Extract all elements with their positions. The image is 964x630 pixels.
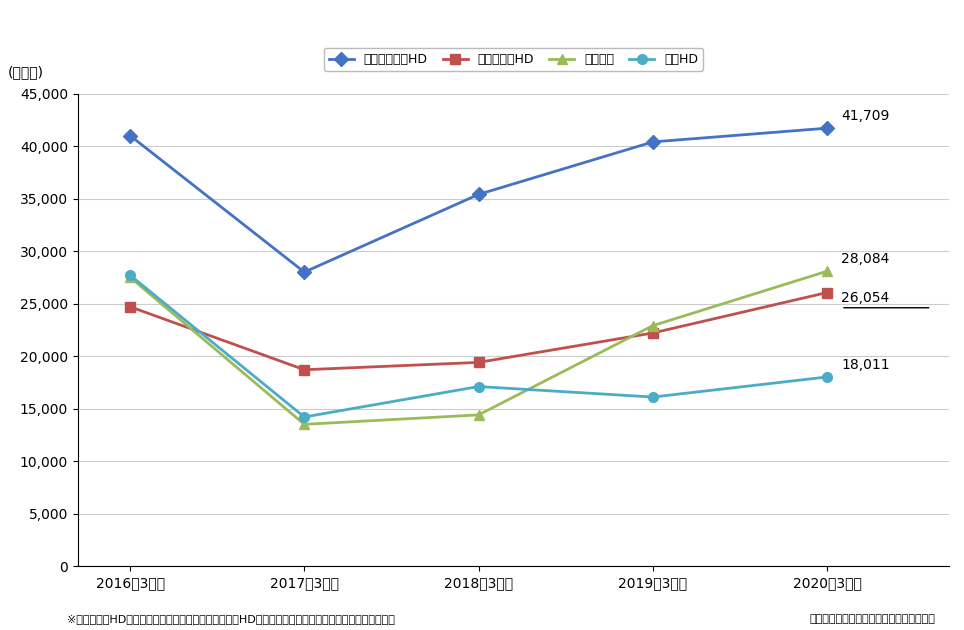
Text: 28,084: 28,084 [841, 252, 890, 266]
Text: 26,054: 26,054 [841, 291, 889, 305]
Text: 18,011: 18,011 [841, 358, 890, 372]
Text: ※メディパルHDは「メディパル事業」、アルフレッサHDは「医療用医薬品等卸売事業」の数値となる。: ※メディパルHDは「メディパル事業」、アルフレッサHDは「医療用医薬品等卸売事業… [67, 614, 395, 624]
Text: 41,709: 41,709 [841, 109, 890, 123]
Legend: アルフレッサHD, メディパルHD, スズケン, 東邦HD: アルフレッサHD, メディパルHD, スズケン, 東邦HD [324, 48, 703, 71]
Y-axis label: (百万円): (百万円) [8, 66, 43, 79]
Text: 各社の決算資料を基に矢野経済研究所作成: 各社の決算資料を基に矢野経済研究所作成 [809, 614, 935, 624]
